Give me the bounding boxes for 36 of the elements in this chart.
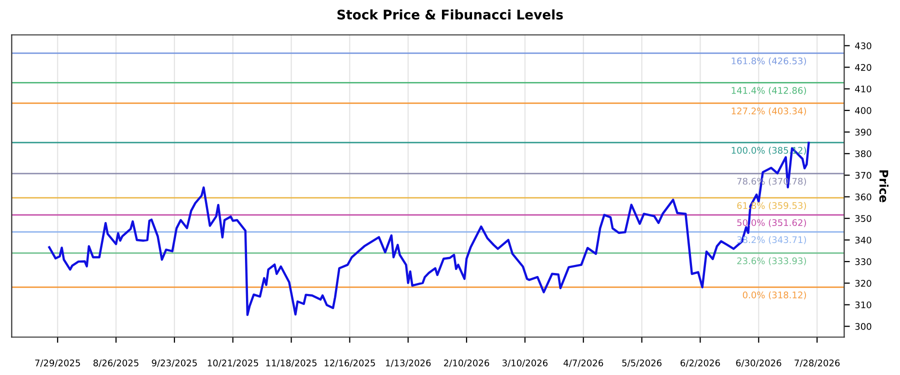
y-tick-label: 420: [855, 64, 872, 71]
ref-line-label: 0.0% (318.12): [742, 291, 806, 300]
x-tick-label: 11/18/2025: [266, 360, 317, 368]
ref-line-label: 127.2% (403.34): [732, 107, 806, 116]
y-axis-title: Price: [879, 170, 889, 202]
y-tick-label: 340: [855, 236, 872, 244]
ref-line-label: 161.8% (426.53): [732, 57, 806, 66]
x-tick-label: 3/10/2026: [502, 360, 548, 368]
y-tick-label: 430: [855, 42, 872, 50]
y-tick-label: 390: [855, 128, 872, 136]
x-tick-label: 1/13/2026: [386, 360, 431, 368]
y-tick-label: 350: [855, 215, 872, 222]
line-series: [48, 142, 810, 316]
x-tick-label: 6/2/2026: [680, 360, 720, 368]
x-tick-label: 7/28/2026: [794, 360, 840, 368]
y-tick-label: 330: [855, 258, 872, 266]
y-tick-label: 300: [855, 323, 872, 330]
y-tick-label: 310: [855, 301, 872, 308]
y-tick-label: 360: [855, 194, 872, 200]
y-tick-label: 370: [855, 172, 872, 179]
x-tick-label: 10/21/2025: [208, 360, 258, 368]
chart-title: Stock Price & Fibunacci Levels: [337, 9, 563, 20]
y-tick-label: 410: [855, 86, 872, 92]
ref-line-label: 23.6% (333.93): [737, 257, 806, 266]
x-tick-label: 2/10/2026: [444, 360, 490, 368]
y-tick-label: 400: [855, 107, 872, 114]
x-tick-label: 7/29/2025: [35, 360, 80, 368]
x-tick-label: 9/23/2025: [152, 360, 197, 368]
x-tick-label: 4/7/2026: [564, 360, 604, 368]
y-tick-label: 320: [855, 280, 872, 287]
ref-line-label: 141.4% (412.86): [732, 86, 806, 95]
x-tick-label: 8/26/2025: [93, 360, 138, 368]
x-tick-label: 6/30/2026: [736, 360, 782, 368]
x-tick-label: 5/5/2026: [622, 360, 662, 368]
y-tick-label: 380: [855, 150, 872, 158]
x-tick-label: 12/16/2025: [324, 360, 375, 368]
